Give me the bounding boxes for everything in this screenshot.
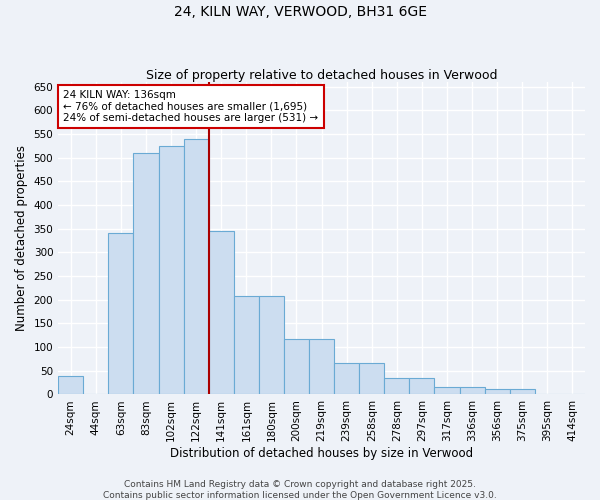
Bar bbox=[485, 390, 510, 394]
Bar bbox=[209, 231, 234, 394]
Bar bbox=[158, 146, 184, 394]
Bar bbox=[460, 387, 485, 394]
Text: Contains HM Land Registry data © Crown copyright and database right 2025.
Contai: Contains HM Land Registry data © Crown c… bbox=[103, 480, 497, 500]
X-axis label: Distribution of detached houses by size in Verwood: Distribution of detached houses by size … bbox=[170, 447, 473, 460]
Bar bbox=[409, 378, 434, 394]
Bar bbox=[334, 362, 359, 394]
Bar bbox=[109, 234, 133, 394]
Bar bbox=[259, 296, 284, 394]
Bar bbox=[184, 139, 209, 394]
Bar bbox=[434, 387, 460, 394]
Bar bbox=[133, 153, 158, 394]
Bar bbox=[385, 378, 409, 394]
Bar bbox=[58, 376, 83, 394]
Bar bbox=[234, 296, 259, 394]
Text: 24 KILN WAY: 136sqm
← 76% of detached houses are smaller (1,695)
24% of semi-det: 24 KILN WAY: 136sqm ← 76% of detached ho… bbox=[64, 90, 319, 123]
Bar bbox=[309, 338, 334, 394]
Y-axis label: Number of detached properties: Number of detached properties bbox=[15, 145, 28, 331]
Title: Size of property relative to detached houses in Verwood: Size of property relative to detached ho… bbox=[146, 69, 497, 82]
Bar bbox=[510, 390, 535, 394]
Text: 24, KILN WAY, VERWOOD, BH31 6GE: 24, KILN WAY, VERWOOD, BH31 6GE bbox=[173, 5, 427, 19]
Bar bbox=[284, 338, 309, 394]
Bar bbox=[359, 362, 385, 394]
